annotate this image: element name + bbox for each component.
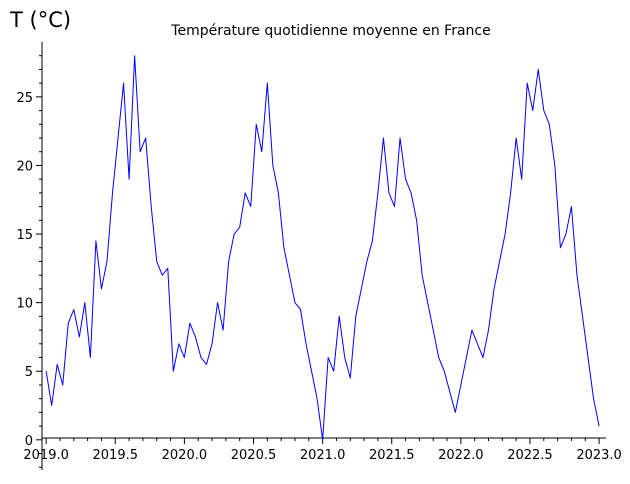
y-tick-label: 0 [25, 434, 33, 449]
y-tick-label: 15 [16, 228, 33, 243]
x-tick-label: 2022.5 [507, 448, 553, 463]
x-tick-label: 2021.0 [300, 448, 346, 463]
x-tick-label: 2019.0 [23, 448, 69, 463]
series-layer [45, 55, 600, 441]
y-tick-label: 20 [16, 159, 33, 174]
x-tick-label: 2022.0 [438, 448, 484, 463]
y-axis-label: T (°C) [9, 8, 71, 32]
x-tick-label: 2019.5 [93, 448, 139, 463]
series-line-0 [45, 55, 600, 441]
ticks: 0 5 10 15 20 25 2019.0 2019.5 2020.0 2020.5 2021.0… [16, 55, 622, 468]
chart-title: Température quotidienne moyenne en Franc… [170, 23, 490, 39]
x-tick-label: 2021.5 [369, 448, 415, 463]
axes [41, 42, 606, 470]
y-tick-label: 10 [16, 297, 33, 312]
x-tick-label: 2020.5 [231, 448, 277, 463]
x-tick-label: 2020.0 [162, 448, 208, 463]
x-tick-label: 2023.0 [576, 448, 622, 463]
y-tick-label: 5 [25, 365, 33, 380]
y-tick-label: 25 [16, 91, 33, 106]
